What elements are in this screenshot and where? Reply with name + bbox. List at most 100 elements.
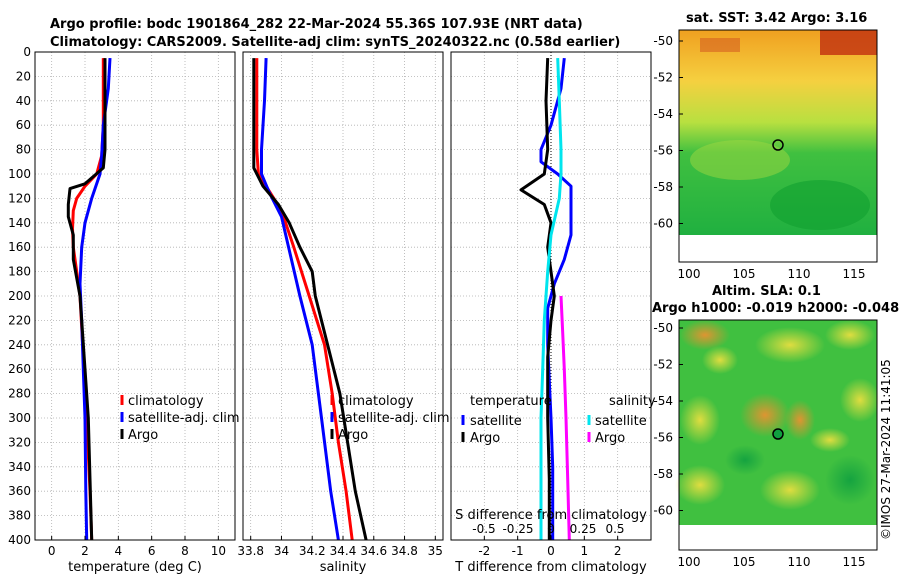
y-tick-label: 380 [8, 509, 31, 523]
sst-map-title: sat. SST: 3.42 Argo: 3.16 [686, 11, 867, 26]
x2-tick-label: 0.5 [605, 522, 624, 536]
series-line-satellite-adj-clim [78, 58, 112, 541]
map-y-tick-label: -50 [653, 321, 673, 335]
y-tick-label: 80 [16, 143, 31, 157]
sst-patch-2 [770, 180, 870, 230]
panel-temperature: 0 2 4 6 8 10 temperature (deg C) 0 20 40 60 80 100 12… [8, 45, 240, 575]
map-y-tick-label: -60 [653, 504, 673, 518]
series-line-argo [66, 58, 107, 541]
sla-map-title-1: Altim. SLA: 0.1 [712, 284, 821, 299]
y-tick-label: 180 [8, 265, 31, 279]
map-y-tick-label: -52 [653, 71, 673, 85]
sst-map-frame [678, 29, 878, 263]
map-y-tick-label: -56 [653, 431, 673, 445]
map-y-tick-label: -54 [653, 394, 673, 408]
y-tick-label: 220 [8, 313, 31, 327]
series-line-t-satellite [539, 57, 573, 540]
y-tick-label: 140 [8, 216, 31, 230]
series-line-s-satellite [539, 58, 563, 540]
y-tick-label: 20 [16, 69, 31, 83]
map-y-tick-label: -60 [653, 217, 673, 231]
sst-warm-patch [820, 30, 877, 55]
legend-label: climatology [128, 394, 204, 409]
x-tick-label: 10 [211, 544, 226, 558]
x-tick-label: -2 [478, 544, 490, 558]
legend-label: satellite [595, 414, 647, 429]
map-x-tick-label: 110 [788, 267, 811, 281]
series-line-s-argo [559, 295, 571, 541]
legend-label: satellite [470, 414, 522, 429]
y-tick-label: 340 [8, 460, 31, 474]
watermark: ©IMOS 27-Mar-2024 11:41:05 [879, 359, 893, 540]
y-tick-label: 60 [16, 118, 31, 132]
sst-argo-marker [772, 139, 784, 151]
series-line-argo [252, 58, 368, 541]
x-tick-label: 6 [148, 544, 156, 558]
x-tick-label: 34.8 [391, 544, 418, 558]
series-line-satellite-adj-clim [260, 58, 340, 541]
x-tick-label: 34.6 [360, 544, 387, 558]
figure-title-line1: Argo profile: bodc 1901864_282 22-Mar-20… [50, 17, 583, 32]
legend-label: climatology [338, 394, 414, 409]
x-tick-label: 34.2 [299, 544, 326, 558]
legend-label: Argo [128, 428, 158, 443]
sst-map-axes: -50 -52 -54 -56 -58 -60 100 105 110 115 [653, 34, 865, 281]
series-line-climatology [71, 58, 105, 541]
figure-title-line2: Climatology: CARS2009. Satellite-adj cli… [50, 35, 620, 50]
y-tick-label: 280 [8, 387, 31, 401]
x2-axis-label: S difference from climatology [455, 508, 647, 523]
series-line-climatology [255, 58, 354, 541]
x2-tick-label: -0.25 [502, 522, 533, 536]
map-x-tick-label: 115 [843, 267, 866, 281]
x-axis-label: T difference from climatology [454, 560, 647, 575]
legend-label: satellite-adj. clim [128, 411, 240, 426]
sla-argo-marker [772, 428, 784, 440]
y-tick-label: 320 [8, 435, 31, 449]
y-tick-label: 120 [8, 191, 31, 205]
y-tick-label: 260 [8, 362, 31, 376]
map-x-tick-label: 100 [678, 267, 701, 281]
map-x-tick-label: 100 [678, 555, 701, 569]
x-tick-label: 34 [274, 544, 289, 558]
series-line-t-argo [519, 58, 556, 540]
y-tick-label: 300 [8, 411, 31, 425]
x-tick-label: 1 [581, 544, 589, 558]
map-x-tick-label: 115 [843, 555, 866, 569]
sla-map-axes: -50 -52 -54 -56 -58 -60 100 105 110 115 [653, 321, 865, 569]
y-tick-label: 240 [8, 338, 31, 352]
x-axis-label: temperature (deg C) [68, 560, 202, 575]
sst-warm-patch-2 [700, 38, 740, 52]
map-y-tick-label: -52 [653, 358, 673, 372]
x-tick-label: 0 [547, 544, 555, 558]
x-tick-label: 4 [115, 544, 123, 558]
x2-tick-label: 0 [547, 522, 555, 536]
panel-difference: -2 -1 0 1 2 T difference from climatology temp… [450, 51, 656, 575]
x2-tick-label: 0.25 [570, 522, 597, 536]
legend-label: Argo [595, 431, 625, 446]
map-y-tick-label: -50 [653, 34, 673, 48]
legend-label: Argo [470, 431, 500, 446]
y-tick-label: 40 [16, 94, 31, 108]
map-x-tick-label: 105 [733, 555, 756, 569]
map-x-tick-label: 110 [788, 555, 811, 569]
map-y-tick-label: -56 [653, 144, 673, 158]
map-y-tick-label: -58 [653, 180, 673, 194]
sla-map-title-2: Argo h1000: -0.019 h2000: -0.048 [652, 301, 899, 316]
y-tick-label: 200 [8, 289, 31, 303]
sla-map: Altim. SLA: 0.1 Argo h1000: -0.019 h2000… [652, 284, 899, 569]
map-x-tick-label: 105 [733, 267, 756, 281]
y-tick-label: 400 [8, 533, 31, 547]
x-tick-label: -1 [512, 544, 524, 558]
x-tick-label: 2 [81, 544, 89, 558]
x-tick-label: 35 [428, 544, 443, 558]
x-tick-label: 33.8 [237, 544, 264, 558]
x-tick-label: 0 [48, 544, 56, 558]
legend-title-temperature: temperature [470, 394, 552, 409]
legend-label: satellite-adj. clim [338, 411, 450, 426]
x-axis-label: salinity [320, 560, 367, 575]
y-tick-label: 160 [8, 240, 31, 254]
legend-title-salinity: salinity [609, 394, 656, 409]
sla-eddies [675, 320, 880, 510]
